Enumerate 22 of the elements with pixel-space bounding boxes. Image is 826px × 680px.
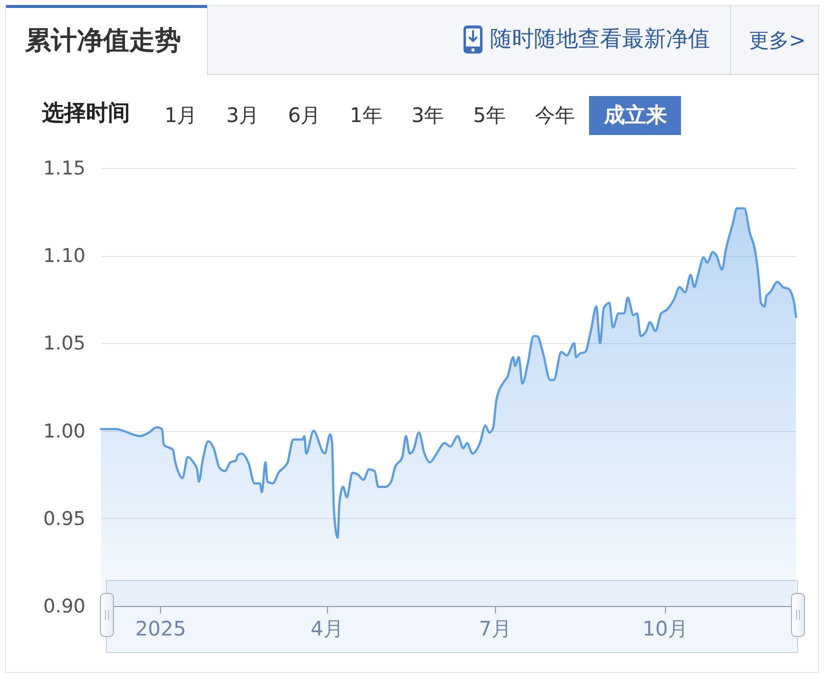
selected-button: 成立来 bbox=[589, 96, 682, 134]
text: 3年 bbox=[410, 102, 446, 129]
text: 1年 bbox=[348, 102, 384, 129]
text: 随时随地查看最新净值 bbox=[490, 27, 710, 52]
y-tick-label: 0.90 bbox=[43, 596, 86, 618]
x-tick-label: 10月 bbox=[642, 616, 688, 640]
text: 3月 bbox=[225, 102, 260, 129]
text: 5年 bbox=[472, 102, 507, 129]
text: 6月 bbox=[286, 102, 322, 129]
y-tick-label: 1.10 bbox=[43, 245, 86, 268]
y-tick-label: 1.05 bbox=[43, 332, 86, 355]
chart-title: 累计净值走势 bbox=[25, 26, 181, 56]
y-tick-label: 1.00 bbox=[43, 420, 86, 442]
text: 选择时间 bbox=[42, 101, 130, 126]
text: 1月 bbox=[164, 102, 198, 129]
text: 更多> bbox=[749, 28, 806, 52]
y-tick-label: 1.15 bbox=[43, 158, 86, 180]
x-tick-label: 2025 bbox=[135, 616, 186, 640]
y-tick-label: 0.95 bbox=[43, 508, 86, 530]
x-tick-label: 7月 bbox=[478, 616, 512, 640]
x-tick-label: 4月 bbox=[310, 616, 344, 640]
text: 今年 bbox=[534, 102, 576, 129]
